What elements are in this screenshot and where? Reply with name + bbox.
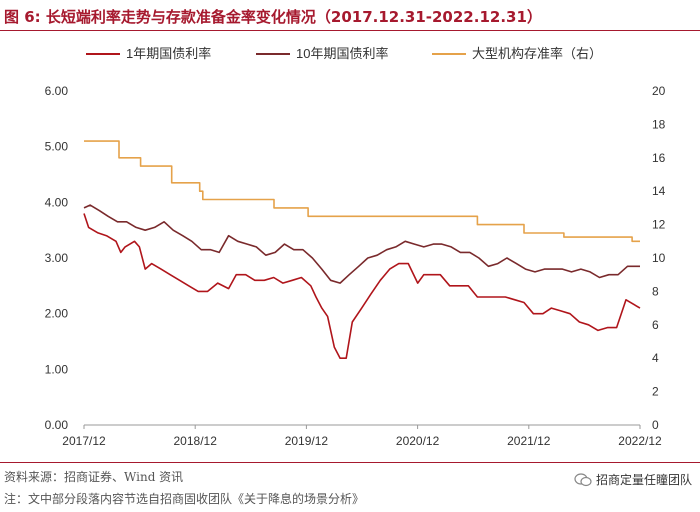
source-note: 资料来源：招商证券、Wind 资讯 bbox=[4, 470, 184, 484]
y-right-tick-label: 2 bbox=[652, 385, 659, 399]
y-left-tick-label: 1.00 bbox=[45, 362, 69, 376]
y-right-tick-label: 4 bbox=[652, 351, 659, 365]
y-right-tick-label: 8 bbox=[652, 284, 659, 298]
x-tick-label: 2019/12 bbox=[285, 434, 329, 448]
rate-chart: 1年期国债利率 10年期国债利率 大型机构存准率（右） 0.00 1.00 2.00 3.… bbox=[45, 46, 666, 448]
title-divider bbox=[0, 30, 700, 31]
y-left-tick-label: 5.00 bbox=[45, 140, 69, 154]
chart-legend: 1年期国债利率 10年期国债利率 大型机构存准率（右） bbox=[86, 46, 602, 61]
x-tick-label: 2021/12 bbox=[507, 434, 551, 448]
y-right-tick-label: 16 bbox=[652, 151, 666, 165]
footer-divider bbox=[0, 462, 700, 463]
legend-label: 大型机构存准率（右） bbox=[472, 46, 602, 61]
y-right-tick-label: 18 bbox=[652, 117, 666, 131]
chart-axes: 0.00 1.00 2.00 3.00 4.00 5.00 6.00 0 2 4 6 8 10 12 14 1… bbox=[45, 84, 666, 448]
wechat-icon bbox=[574, 472, 592, 486]
brand-name: 招商定量任瞳团队 bbox=[595, 473, 692, 487]
chart-title: 图 6: 长短端利率走势与存款准备金率变化情况（2017.12.31-2022.… bbox=[4, 8, 542, 26]
y-right-tick-label: 12 bbox=[652, 218, 666, 232]
y-left-tick-label: 3.00 bbox=[45, 251, 69, 265]
y-left-tick-label: 0.00 bbox=[45, 418, 69, 432]
y-left-tick-label: 6.00 bbox=[45, 84, 69, 98]
x-tick-label: 2022/12 bbox=[618, 434, 662, 448]
x-tick-label: 2018/12 bbox=[174, 434, 218, 448]
x-tick-label: 2020/12 bbox=[396, 434, 440, 448]
y-right-tick-label: 14 bbox=[652, 184, 666, 198]
footnote: 注：文中部分段落内容节选自招商固收团队《关于降息的场景分析》 bbox=[4, 492, 365, 506]
series-line-reserve-ratio bbox=[84, 140, 640, 243]
x-tick-label: 2017/12 bbox=[62, 434, 106, 448]
series-line-1y-yield bbox=[83, 213, 641, 359]
y-right-tick-label: 20 bbox=[652, 84, 666, 98]
series-line-10y-yield bbox=[83, 204, 640, 284]
y-right-tick-label: 6 bbox=[652, 318, 659, 332]
legend-label: 10年期国债利率 bbox=[296, 46, 388, 61]
y-left-tick-label: 4.00 bbox=[45, 195, 69, 209]
y-left-tick-label: 2.00 bbox=[45, 307, 69, 321]
y-right-tick-label: 10 bbox=[652, 251, 666, 265]
chart-series bbox=[83, 140, 641, 359]
y-right-tick-label: 0 bbox=[652, 418, 659, 432]
brand-badge: 招商定量任瞳团队 bbox=[574, 471, 692, 488]
legend-label: 1年期国债利率 bbox=[126, 46, 211, 61]
